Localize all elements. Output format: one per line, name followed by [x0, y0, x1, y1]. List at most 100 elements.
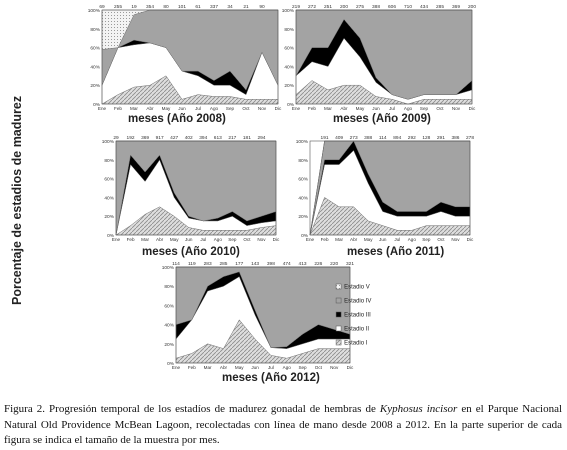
y-tick-label: 100%	[296, 139, 309, 145]
y-tick-label: 0%	[287, 102, 295, 108]
sample-size-label: 434	[420, 4, 428, 10]
plot-frame	[295, 9, 473, 105]
x-tick-label: Oct	[437, 237, 445, 242]
x-tick-label: Dic	[347, 365, 354, 370]
x-tick-label: Jul	[268, 365, 274, 370]
y-tick-label: 20%	[164, 342, 174, 348]
sample-size-label: 354	[146, 4, 154, 10]
sample-size-label: 19	[131, 4, 137, 10]
sample-size-label: 273	[350, 135, 358, 141]
panel-2012-xlabel: meses (Año 2012)	[222, 372, 320, 384]
sample-size-label: 283	[204, 261, 212, 267]
sample-size-label: 217	[228, 135, 236, 141]
x-tick-label: Abr	[156, 237, 164, 242]
legend-label: Estadio V	[344, 285, 370, 291]
sample-size-label: 369	[141, 135, 149, 141]
y-tick-label: 80%	[298, 158, 308, 164]
y-tick-label: 60%	[104, 177, 114, 183]
y-tick-label: 80%	[284, 27, 294, 33]
x-tick-label: Dic	[469, 106, 476, 111]
sample-size-label: 200	[468, 4, 476, 10]
y-tick-label: 0%	[93, 102, 101, 108]
caption-suffix: en el Parque Nacional Natural Old Provid…	[4, 403, 563, 446]
y-tick-label: 100%	[88, 8, 101, 14]
x-tick-label: Feb	[188, 365, 196, 370]
caption-species: Kyphosus incisor	[379, 403, 458, 415]
legend-label: Estadio II	[344, 327, 369, 333]
legend-swatch	[335, 311, 342, 318]
y-tick-label: 0%	[107, 233, 115, 239]
x-tick-label: Jun	[178, 106, 186, 111]
legend-swatch	[335, 297, 342, 304]
y-tick-label: 60%	[164, 303, 174, 309]
sample-size-label: 128	[422, 135, 430, 141]
sample-size-label: 220	[330, 261, 338, 267]
sample-size-label: 917	[156, 135, 164, 141]
x-tick-label: Dic	[467, 237, 474, 242]
sample-size-label: 251	[324, 4, 332, 10]
sample-size-label: 29	[113, 135, 119, 141]
sample-size-label: 398	[267, 261, 275, 267]
sample-size-label: 285	[219, 261, 227, 267]
sample-size-label: 292	[408, 135, 416, 141]
sample-size-label: 710	[404, 4, 412, 10]
sample-size-label: 613	[214, 135, 222, 141]
sample-size-label: 894	[393, 135, 401, 141]
legend-swatch	[335, 325, 342, 332]
sample-size-label: 34	[227, 4, 233, 10]
x-tick-label: Oct	[436, 106, 444, 111]
chart-panel-2010: 0% 20% 40% 60% 80% 100% Ene Feb Mar Abr May Jun Jul A…	[102, 135, 280, 242]
sample-size-label: 191	[321, 135, 329, 141]
x-tick-label: Feb	[114, 106, 122, 111]
sample-size-label: 413	[299, 261, 307, 267]
x-tick-label: Sep	[226, 106, 235, 111]
sample-size-label: 427	[170, 135, 178, 141]
sample-size-label: 474	[283, 261, 291, 267]
legend-label: Estadio IV	[344, 299, 371, 305]
x-tick-label: Dic	[273, 237, 280, 242]
sample-size-label: 272	[308, 4, 316, 10]
x-tick-label: Mar	[204, 365, 212, 370]
x-tick-label: Ago	[210, 106, 219, 111]
x-tick-label: Feb	[127, 237, 135, 242]
panel-2011-xlabel: meses (Año 2011)	[347, 246, 445, 258]
x-tick-label: Feb	[308, 106, 316, 111]
sample-size-label: 69	[99, 4, 105, 10]
legend-swatch	[335, 339, 342, 346]
y-tick-label: 0%	[301, 233, 309, 239]
x-tick-label: May	[235, 365, 244, 370]
y-tick-label: 40%	[164, 323, 174, 329]
chart-panel-2009: 0% 20% 40% 60% 80% 100% Ene Feb Mar Abr May Jun Jul A…	[282, 4, 477, 111]
sample-size-label: 219	[292, 4, 300, 10]
sample-size-label: 386	[451, 135, 459, 141]
plot-frame	[309, 140, 471, 236]
x-tick-label: May	[170, 237, 179, 242]
sample-size-label: 114	[172, 261, 180, 267]
figure-caption: Figura 2. Progresión temporal de los est…	[4, 402, 562, 449]
x-tick-label: Jul	[195, 106, 201, 111]
x-tick-label: Feb	[321, 237, 329, 242]
chart-panel-2011: 0% 20% 40% 60% 80% 100% Ene Feb Mar Abr May Jun Jul A…	[296, 135, 475, 242]
y-tick-label: 20%	[104, 214, 114, 220]
x-tick-label: Ene	[172, 365, 181, 370]
x-tick-label: Jul	[394, 237, 400, 242]
x-tick-label: Sep	[422, 237, 431, 242]
y-tick-label: 100%	[162, 265, 175, 271]
sample-size-label: 291	[437, 135, 445, 141]
sample-size-label: 200	[340, 4, 348, 10]
sample-size-label: 177	[235, 261, 243, 267]
x-tick-label: Abr	[350, 237, 358, 242]
sample-size-label: 101	[178, 4, 186, 10]
y-tick-label: 20%	[90, 83, 100, 89]
y-tick-label: 20%	[298, 214, 308, 220]
x-tick-label: Abr	[146, 106, 154, 111]
x-tick-label: Ago	[404, 106, 413, 111]
plot-frame	[101, 9, 279, 105]
y-tick-label: 80%	[104, 158, 114, 164]
sample-size-label: 369	[452, 4, 460, 10]
plot-frame	[175, 266, 351, 364]
legend-label: Estadio I	[344, 341, 368, 347]
x-tick-label: Jun	[185, 237, 193, 242]
x-tick-label: Mar	[130, 106, 138, 111]
caption-prefix: Figura 2. Progresión temporal de los est…	[4, 403, 376, 415]
